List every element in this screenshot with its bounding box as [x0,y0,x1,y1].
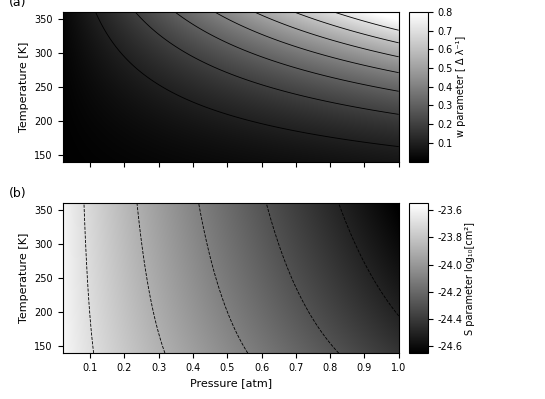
Text: (b): (b) [9,188,27,200]
Y-axis label: Temperature [K]: Temperature [K] [19,233,29,324]
Text: (a): (a) [9,0,26,9]
Y-axis label: S parameter log₁₀[cm²]: S parameter log₁₀[cm²] [465,222,475,335]
Y-axis label: w parameter [ Δ λ⁻¹]: w parameter [ Δ λ⁻¹] [456,36,465,137]
Y-axis label: Temperature [K]: Temperature [K] [19,41,29,132]
X-axis label: Pressure [atm]: Pressure [atm] [190,378,272,388]
